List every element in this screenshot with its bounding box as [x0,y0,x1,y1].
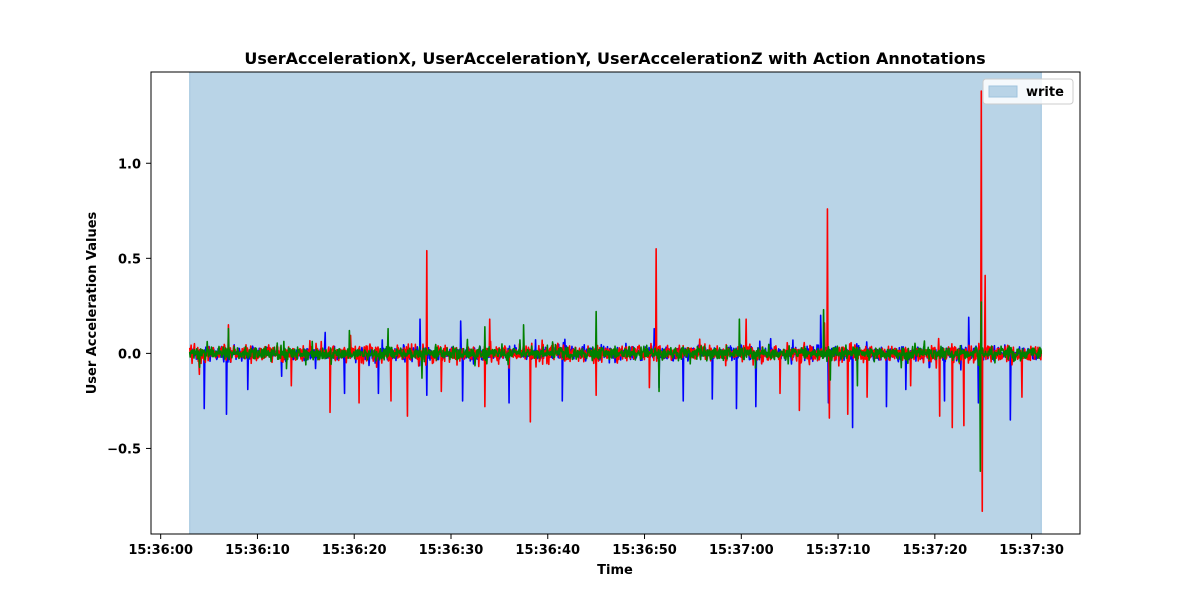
x-tick-label: 15:37:20 [903,543,968,558]
series-layer [188,90,1043,512]
plot-frame [150,71,1081,535]
x-tick-label: 15:37:10 [806,543,871,558]
x-axis-label: Time [597,563,633,578]
chart-title: UserAccelerationX, UserAccelerationY, Us… [244,49,985,68]
series-line-3 [188,301,1043,473]
legend-box [982,78,1074,105]
x-tick-label: 15:36:30 [419,543,484,558]
y-axis-label: User Acceleration Values [85,211,100,394]
y-tick-label: −0.5 [107,442,141,457]
y-tick-label: 0.0 [118,347,141,362]
x-tick-label: 15:36:50 [612,543,677,558]
annotation-span-write [189,71,1042,535]
axes-layer: 15:36:00 15:36:10 15:36:20 15:36:30 15:36:40… [107,71,1081,558]
x-tick-label: 15:37:30 [999,543,1064,558]
x-tick-label: 15:37:00 [709,543,774,558]
y-tick-label: 0.5 [118,252,141,267]
x-tick-label: 15:36:20 [322,543,387,558]
x-tick-label: 15:36:10 [225,543,290,558]
x-tick-label: 15:36:40 [515,543,580,558]
x-tick-label: 15:36:00 [128,543,193,558]
legend-swatch-write [988,85,1018,98]
legend: write [982,78,1074,105]
y-tick-label: 1.0 [118,157,141,172]
legend-label-write: write [1026,85,1064,100]
annotation-layer [189,71,1042,535]
